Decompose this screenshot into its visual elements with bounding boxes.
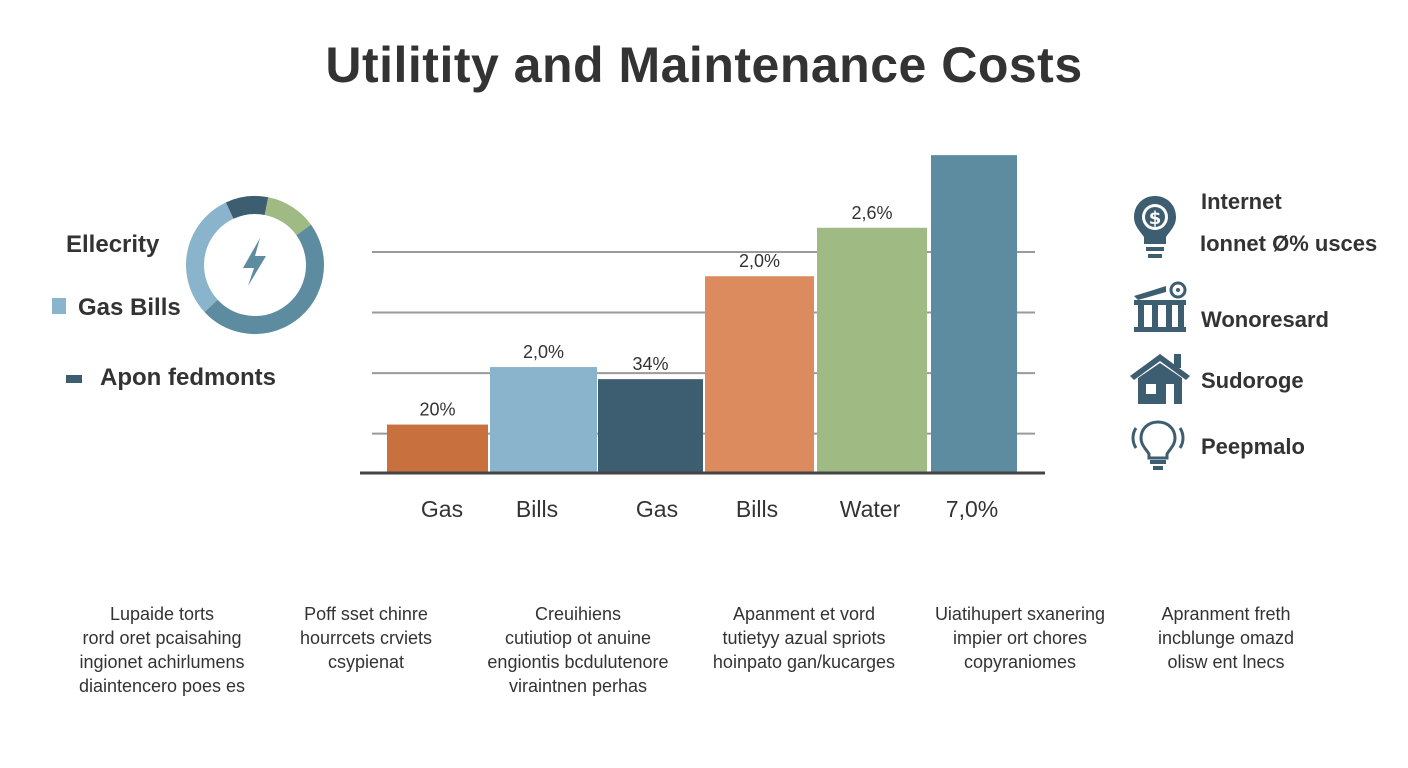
data-label: 20% (419, 400, 455, 420)
bar-2 (490, 367, 597, 473)
chart-title: Utilitity and Maintenance Costs (325, 37, 1083, 93)
description-line: csypienat (327, 652, 405, 672)
internet-sub-label: Ionnet Ø% usces (1200, 231, 1378, 256)
x-tick-label: Gas (636, 496, 678, 522)
description-line: Uiatihupert sxanering (934, 604, 1106, 624)
description-line: Creuihiens (534, 604, 622, 624)
description-line: engiontis bcdulutenore (487, 652, 669, 672)
description-line: cutiutiop ot anuine (504, 628, 652, 648)
x-tick-label: Gas (421, 496, 463, 522)
description-block: Uiatihupert sxanering impier ort chores … (910, 602, 1130, 674)
description-line: incblunge omazd (1157, 628, 1295, 648)
building-gear-icon (1134, 281, 1187, 332)
description-line: rord oret pcaisahing (82, 628, 242, 648)
description-block: Lupaide torts rord oret pcaisahing ingio… (52, 602, 272, 698)
internet-label: Internet (1201, 189, 1282, 214)
gas-bills-swatch (52, 298, 66, 314)
electricity-label: Ellecrity (66, 231, 160, 258)
description-line: hoinpato gan/kucarges (712, 652, 896, 672)
donut-segment (186, 196, 324, 334)
bar-chart: 20% 2,0% 34% 2,0% 2,6% Gas Bills Gas Bills Water… (360, 155, 1045, 522)
description-line: Lupaide torts (109, 604, 215, 624)
house-icon (1130, 354, 1190, 404)
data-label: 2,6% (851, 203, 892, 223)
bar-6 (931, 155, 1017, 474)
x-tick-label: Water (840, 496, 901, 522)
description-block: Creuihiens cutiutiop ot anuine engiontis… (468, 602, 688, 698)
x-tick-label: Bills (736, 496, 778, 522)
description-line: diaintencero poes es (78, 676, 246, 696)
description-line: copyraniomes (963, 652, 1077, 672)
electricity-donut (180, 190, 330, 340)
donut-segment (186, 196, 324, 334)
description-block: Apranment freth incblunge omazd olisw en… (1116, 602, 1336, 674)
description-line: viraintnen perhas (508, 676, 648, 696)
description-line: Apranment freth (1161, 604, 1291, 624)
description-line: hourrcets crviets (299, 628, 433, 648)
apon-swatch (66, 375, 82, 383)
sudoroge-label: Sudoroge (1201, 368, 1304, 393)
lightning-bolt-icon (243, 238, 266, 286)
data-label: 2,0% (739, 251, 780, 271)
x-tick-label: 7,0% (946, 496, 998, 522)
apon-label: Apon fedmonts (100, 364, 276, 391)
bar-1 (387, 424, 488, 473)
description-block: Apanment et vord tutietyy azual spriots … (694, 602, 914, 674)
description-line: Apanment et vord (732, 604, 876, 624)
description-line: Poff sset chinre (304, 604, 428, 624)
peepmalo-label: Peepmalo (1201, 434, 1305, 459)
bar-4 (705, 276, 814, 473)
bar-5 (817, 227, 927, 473)
donut-chart (186, 196, 324, 334)
data-label: 2,0% (523, 342, 564, 362)
description-line: impier ort chores (952, 628, 1088, 648)
bar-3 (598, 379, 703, 473)
wonoresard-label: Wonoresard (1201, 307, 1329, 332)
dollar-bulb-icon: $ (1134, 196, 1176, 258)
bar-chart-svg: 20% 2,0% 34% 2,0% 2,6% Gas Bills Gas Bills Water… (360, 155, 1045, 522)
description-block: Poff sset chinre hourrcets crviets csypi… (256, 602, 476, 674)
gas-bills-label: Gas Bills (78, 294, 181, 321)
description-line: tutietyy azual spriots (722, 628, 886, 648)
svg-text:$: $ (1149, 208, 1162, 229)
data-label: 34% (632, 354, 668, 374)
description-line: ingionet achirlumens (79, 652, 245, 672)
x-tick-label: Bills (516, 496, 558, 522)
lightbulb-icon (1131, 420, 1185, 470)
description-line: olisw ent lnecs (1167, 652, 1285, 672)
